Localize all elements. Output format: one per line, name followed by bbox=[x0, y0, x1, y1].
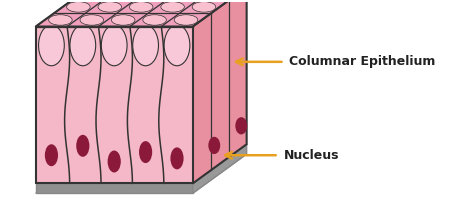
Polygon shape bbox=[36, 26, 193, 184]
Ellipse shape bbox=[129, 2, 153, 12]
Ellipse shape bbox=[101, 25, 127, 66]
Ellipse shape bbox=[108, 151, 121, 172]
Text: Columnar Epithelium: Columnar Epithelium bbox=[289, 55, 436, 68]
Polygon shape bbox=[36, 154, 246, 193]
Ellipse shape bbox=[174, 15, 198, 25]
Text: Nucleus: Nucleus bbox=[283, 149, 339, 162]
Polygon shape bbox=[36, 184, 193, 193]
Ellipse shape bbox=[171, 147, 183, 169]
Ellipse shape bbox=[139, 141, 152, 163]
Ellipse shape bbox=[67, 2, 90, 12]
Polygon shape bbox=[193, 0, 246, 184]
Ellipse shape bbox=[49, 15, 72, 25]
Ellipse shape bbox=[38, 25, 64, 66]
Ellipse shape bbox=[45, 144, 58, 166]
Ellipse shape bbox=[133, 25, 158, 66]
Ellipse shape bbox=[161, 2, 184, 12]
Ellipse shape bbox=[76, 135, 90, 157]
Polygon shape bbox=[193, 144, 246, 193]
Ellipse shape bbox=[111, 15, 135, 25]
Ellipse shape bbox=[70, 25, 96, 66]
Ellipse shape bbox=[164, 25, 190, 66]
Ellipse shape bbox=[98, 2, 121, 12]
Ellipse shape bbox=[80, 15, 104, 25]
Ellipse shape bbox=[192, 2, 216, 12]
Polygon shape bbox=[36, 0, 246, 26]
Ellipse shape bbox=[235, 117, 247, 134]
Ellipse shape bbox=[143, 15, 166, 25]
Ellipse shape bbox=[209, 137, 220, 154]
